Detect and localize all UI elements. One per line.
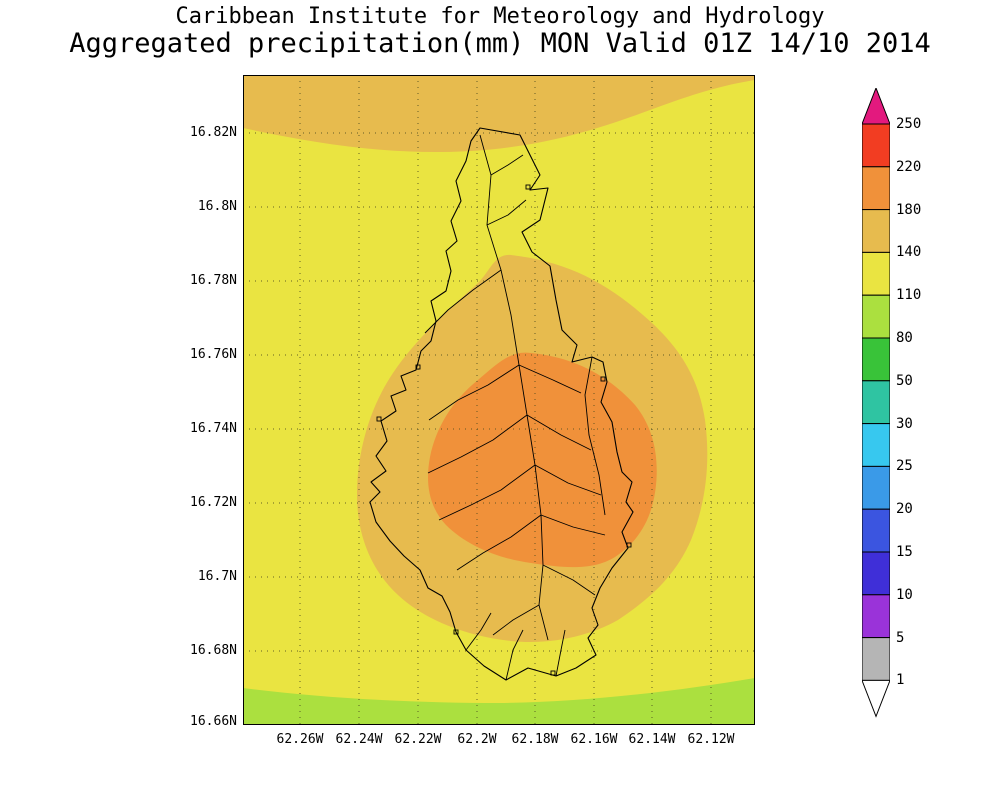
colorbar-label: 10 [896,587,913,603]
plot-title: Aggregated precipitation(mm) MON Valid 0… [69,28,931,59]
watershed-line [490,154,524,176]
colorbar-label: 220 [896,159,922,175]
lon-tick-label: 62.18W [511,732,559,747]
colorbar-svg [861,86,891,718]
map-svg [243,75,755,725]
colorbar-arrow-top [861,86,891,125]
colorbar-segment [861,251,891,296]
lat-tick-label: 16.8N [197,199,237,214]
watershed-line [505,629,524,681]
watershed-line [555,629,566,677]
colorbar [861,86,891,718]
map-plot [243,75,755,725]
colorbar-label: 25 [896,458,913,474]
watershed-line [486,199,527,226]
watershed-line [492,604,540,636]
lat-tick-label: 16.7N [197,569,237,584]
watershed-line [518,364,582,394]
watershed-line [438,464,536,521]
colorbar-label: 50 [896,373,913,389]
colorbar-label: 140 [896,244,922,260]
lon-tick-label: 62.22W [394,732,442,747]
colorbar-segment [861,637,891,681]
contour-fill-core [427,352,657,568]
lat-tick-label: 16.82N [190,125,237,140]
colorbar-arrow-bottom [861,679,891,718]
colorbar-label: 180 [896,202,922,218]
lat-tick-label: 16.72N [190,495,237,510]
colorbar-label: 80 [896,330,913,346]
colorbar-segment [861,594,891,639]
lat-tick-label: 16.76N [190,347,237,362]
colorbar-label: 5 [896,630,905,646]
colorbar-label: 110 [896,287,922,303]
watershed-line [428,364,520,421]
lon-tick-label: 62.24W [335,732,383,747]
colorbar-segment [861,551,891,596]
colorbar-segment [861,166,891,211]
colorbar-segment [861,380,891,425]
colorbar-segment [861,508,891,553]
colorbar-label: 20 [896,501,913,517]
colorbar-segment [861,123,891,168]
watershed-line [534,464,602,496]
contour-fill-bottom-band [243,678,755,725]
island-outline [369,127,634,681]
lon-tick-label: 62.14W [628,732,676,747]
map-frame [243,75,755,725]
lon-tick-label: 62.12W [687,732,735,747]
lat-tick-label: 16.74N [190,421,237,436]
colorbar-label: 15 [896,544,913,560]
lat-tick-label: 16.68N [190,643,237,658]
watershed-line [584,356,606,516]
watershed-line [526,414,592,451]
colorbar-segment [861,294,891,339]
colorbar-segment [861,423,891,467]
watershed-line [479,134,549,641]
lat-tick-label: 16.78N [190,273,237,288]
watershed-line [456,514,542,571]
contour-fill-top-band [243,75,755,153]
colorbar-label: 1 [896,672,905,688]
lat-tick-label: 16.66N [190,714,237,729]
island-watersheds [369,127,634,681]
colorbar-segment [861,465,891,510]
lon-tick-label: 62.16W [570,732,618,747]
lon-tick-label: 62.26W [276,732,324,747]
watershed-line [542,564,596,596]
lon-tick-label: 62.2W [457,732,497,747]
watershed-line [540,514,606,536]
colorbar-segment [861,337,891,382]
watershed-line [465,612,492,651]
institute-title: Caribbean Institute for Meteorology and … [175,4,825,29]
colorbar-label: 30 [896,416,913,432]
station-markers [376,184,632,676]
colorbar-label: 250 [896,116,922,132]
colorbar-segment [861,209,891,253]
watershed-line [424,269,502,334]
watershed-line [427,414,528,474]
